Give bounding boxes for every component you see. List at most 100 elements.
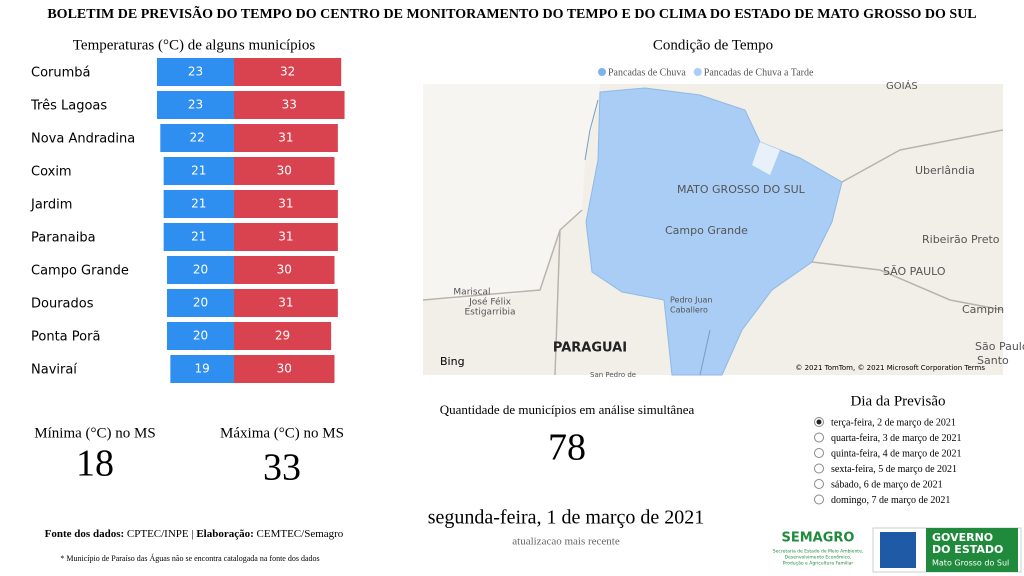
legend-dot: [693, 68, 702, 76]
municipality: Paranaiba: [31, 231, 96, 246]
min-label: 20: [193, 263, 208, 277]
radio-label[interactable]: terça-feira, 2 de março de 2021: [831, 417, 956, 428]
date-note: atualizacao mais recente: [512, 536, 620, 548]
max-label: 30: [277, 164, 292, 178]
radio[interactable]: [814, 432, 824, 443]
radio[interactable]: [814, 479, 824, 489]
map-label: Mariscal: [453, 288, 490, 298]
ms-area: [585, 87, 843, 376]
max-bar: [234, 91, 345, 119]
min-bar: [167, 289, 234, 317]
sources: Fonte dos dados: CPTEC/INPE | Elaboração…: [45, 528, 344, 540]
forecast-title: Dia da Previsão: [851, 393, 946, 409]
map-label: PARAGUAI: [553, 341, 627, 356]
temp-title: Temperaturas (°C) de alguns municípios: [73, 37, 316, 53]
municipality: Três Lagoas: [30, 99, 107, 114]
min-bar: [170, 355, 234, 383]
borders: [422, 129, 1004, 376]
map-label: Estigarribia: [464, 308, 515, 318]
gov: DO ESTADO: [932, 543, 1003, 556]
radio-label[interactable]: sexta-feira, 5 de março de 2021: [831, 464, 957, 475]
max-value: 33: [263, 447, 301, 489]
radio[interactable]: [814, 463, 824, 474]
map-label: Santo: [977, 354, 1009, 367]
radio-label[interactable]: quarta-feira, 3 de março de 2021: [831, 433, 962, 444]
radio[interactable]: [814, 494, 824, 505]
min-label: 20: [193, 329, 208, 343]
max-label: 30: [277, 362, 292, 376]
src: CPTEC/INPE |: [127, 528, 194, 540]
src: Elaboração:: [196, 528, 253, 540]
hole: [752, 142, 780, 175]
map-label: São Paulo: [975, 340, 1024, 353]
map-label: Campo Grande: [665, 224, 748, 237]
max-bar: [234, 355, 335, 383]
municipality: Nova Andradina: [31, 132, 135, 147]
count-value: 78: [548, 427, 586, 469]
min-bar: [167, 256, 234, 284]
municipality: Ponta Porã: [31, 330, 100, 345]
min-bar: [163, 157, 234, 185]
radio-label[interactable]: sábado, 6 de março de 2021: [831, 479, 943, 490]
max-label: 33: [282, 98, 297, 112]
map-label: José Félix: [468, 297, 511, 308]
semagro-sub: Produção e Agricultura Familiar: [783, 561, 854, 567]
municipality: Naviraí: [31, 363, 77, 378]
map-label: Uberlândia: [915, 164, 975, 177]
semagro: SEMAGRO: [782, 531, 855, 546]
min-value: 18: [76, 443, 114, 485]
min-label: 23: [188, 98, 203, 112]
radio-dot: [816, 419, 822, 425]
gov: Mato Grosso do Sul: [932, 559, 1009, 568]
min-label: 19: [195, 362, 210, 376]
gov-emblem: [880, 532, 916, 568]
radio[interactable]: [814, 448, 824, 458]
max-bar: [234, 124, 338, 152]
max-bar: [234, 322, 332, 350]
map-label: Ribeirão Preto: [922, 233, 1000, 246]
max-label: 31: [278, 230, 293, 244]
map-label: Pedro Juan: [670, 296, 713, 305]
legend-label: Pancadas de Chuva a Tarde: [704, 67, 814, 78]
semagro-sub: Secretaria de Estado de Meio Ambiente,: [773, 549, 864, 555]
max-bar: [234, 256, 335, 284]
map-label: San Pedro de: [590, 371, 636, 379]
count-label: Quantidade de municípios em análise simu…: [440, 402, 695, 417]
bing: Bing: [440, 355, 465, 368]
src: Fonte dos dados:: [45, 528, 124, 540]
min-bar: [156, 58, 234, 86]
map-label: MATO GROSSO DO SUL: [677, 183, 806, 196]
logos: SEMAGRO Secretaria de Estado de Meio Amb…: [773, 527, 1022, 573]
min-label: 21: [191, 164, 206, 178]
src: CEMTEC/Semagro: [257, 528, 344, 540]
radio-label[interactable]: quinta-feira, 4 de março de 2021: [831, 448, 962, 459]
max-bar: [234, 289, 338, 317]
map-label: GOIÁS: [886, 79, 918, 92]
min-label: 20: [193, 296, 208, 310]
map: [422, 84, 1004, 376]
municipality: Campo Grande: [31, 264, 129, 279]
min-label: 22: [190, 131, 205, 145]
min-label: 21: [191, 230, 206, 244]
min-label: 23: [188, 65, 203, 79]
min-label: Mínima (°C) no MS: [34, 425, 155, 441]
legend-dot: [598, 68, 606, 76]
max-bar: [234, 190, 338, 218]
min-bar: [163, 190, 234, 218]
legend-label: Pancadas de Chuva: [608, 67, 686, 78]
municipality: Dourados: [31, 297, 94, 312]
title: BOLETIM DE PREVISÃO DO TEMPO DO CENTRO D…: [47, 4, 976, 22]
max-bar: [234, 223, 338, 251]
min-label: 21: [191, 197, 206, 211]
attribution: © 2021 TomTom, © 2021 Microsoft Corporat…: [795, 364, 985, 372]
footnote: * Município de Paraíso das Águas não se …: [60, 553, 319, 563]
municipality: Jardim: [30, 198, 72, 213]
max-label: 32: [280, 65, 295, 79]
max-label: 31: [278, 296, 293, 310]
radio-label[interactable]: domingo, 7 de março de 2021: [831, 495, 950, 506]
gov-box: [926, 528, 1018, 572]
max-label: 31: [278, 197, 293, 211]
municipality: Coxim: [31, 165, 72, 180]
min-bar: [167, 322, 234, 350]
